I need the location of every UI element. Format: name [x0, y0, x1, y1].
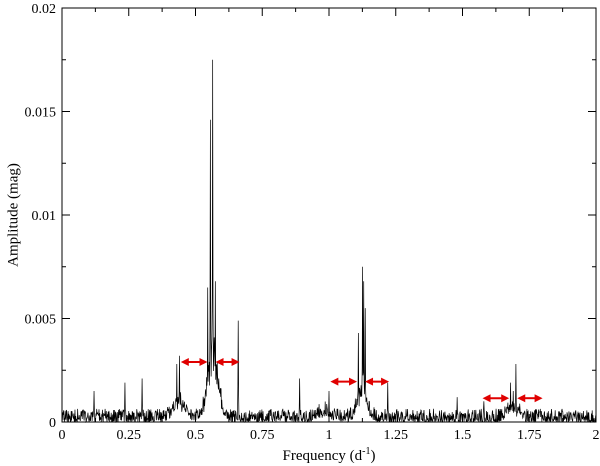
arrow-head-right: [199, 357, 208, 366]
spectrum-line: [61, 59, 597, 424]
y-tick-label: 0.015: [25, 106, 57, 121]
arrow-head-left: [517, 394, 526, 403]
double-arrow: [517, 394, 543, 403]
arrow-head-right: [349, 377, 358, 386]
spectrum-series: [61, 59, 597, 424]
x-axis-label-suffix: ): [370, 448, 375, 464]
x-tick-label: 0.75: [250, 428, 275, 443]
x-axis-ticks: 0 0.25 0.5 0.75 1 1.25 1.5 1.75 2: [59, 8, 600, 443]
arrow-head-left: [365, 377, 374, 386]
arrow-head-right: [381, 377, 390, 386]
y-axis-ticks: 0 0.005 0.01 0.015 0.02: [25, 2, 596, 431]
x-tick-label: 2: [593, 428, 600, 443]
double-arrow: [482, 394, 510, 403]
arrow-head-right: [534, 394, 543, 403]
x-tick-label: 0.25: [117, 428, 142, 443]
arrow-head-left: [482, 394, 491, 403]
arrow-head-left: [215, 357, 224, 366]
arrow-head-left: [330, 377, 339, 386]
arrow-head-right: [231, 357, 240, 366]
annotation-arrows: [180, 357, 543, 403]
x-axis-label: Frequency (d-1): [283, 446, 376, 464]
x-tick-label: 0: [59, 428, 66, 443]
x-axis-label-superscript: -1: [362, 446, 370, 457]
x-tick-label: 0.5: [187, 428, 205, 443]
arrow-head-right: [501, 394, 510, 403]
y-tick-label: 0.01: [32, 209, 57, 224]
y-tick-label: 0: [49, 416, 56, 431]
x-tick-label: 1.75: [517, 428, 542, 443]
y-axis-label: Amplitude (mag): [5, 163, 21, 267]
plot-frame: [61, 7, 597, 423]
arrow-head-left: [180, 357, 189, 366]
x-tick-label: 1: [326, 428, 333, 443]
double-arrow: [365, 377, 390, 386]
double-arrow: [215, 357, 240, 366]
x-tick-label: 1.5: [454, 428, 472, 443]
y-tick-label: 0.02: [32, 2, 57, 17]
double-arrow: [330, 377, 358, 386]
double-arrow: [180, 357, 208, 366]
y-tick-label: 0.005: [25, 313, 57, 328]
x-tick-label: 1.25: [384, 428, 409, 443]
x-axis-label-main: Frequency (d: [283, 448, 363, 464]
